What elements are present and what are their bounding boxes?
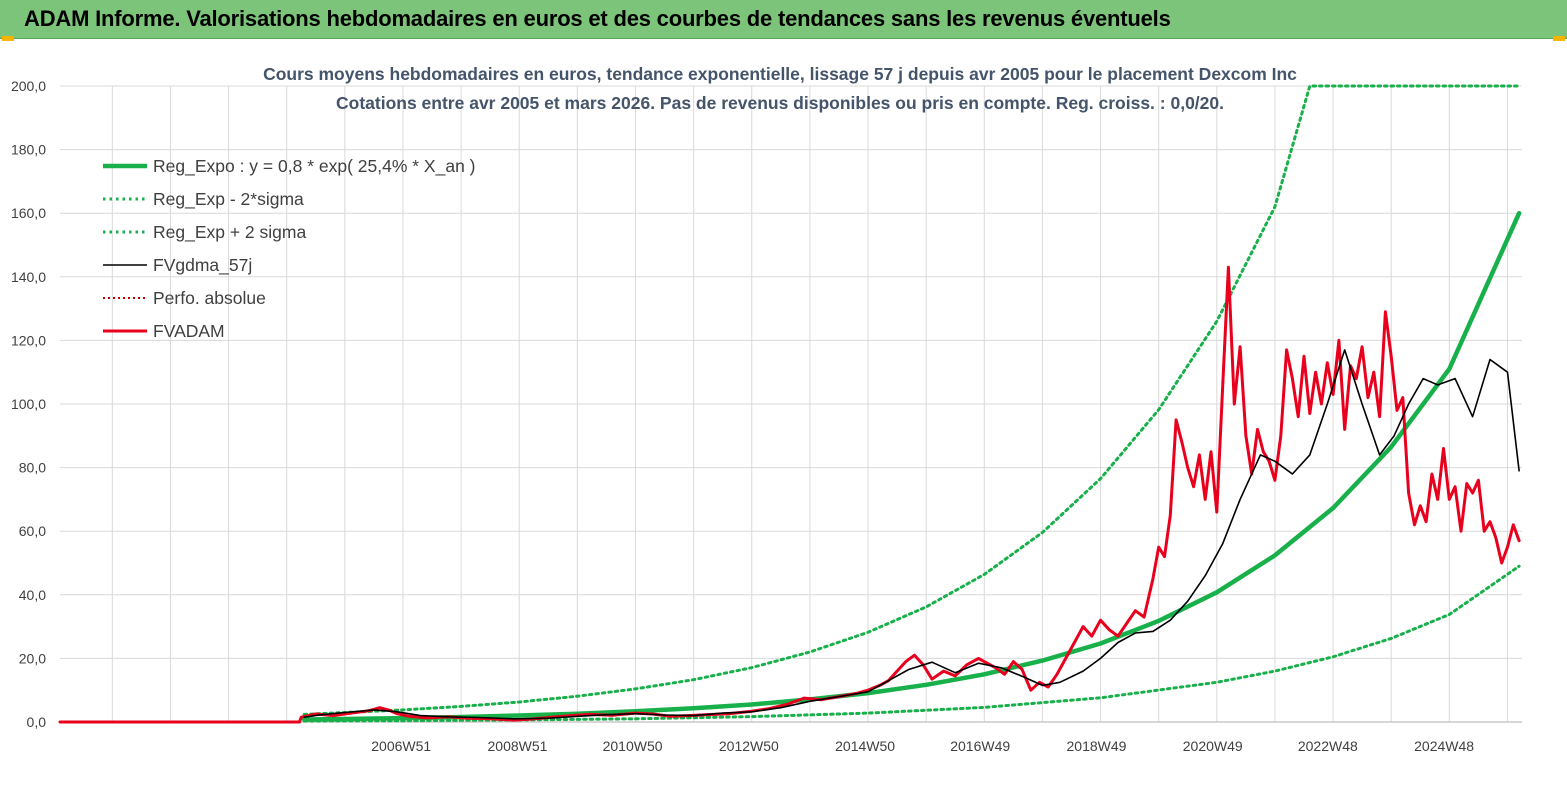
grid-layer <box>60 85 1522 722</box>
series-line-2 <box>302 84 1521 716</box>
x-tick-label: 2024W48 <box>1414 738 1474 754</box>
y-tick-label: 0,0 <box>27 714 47 730</box>
chart-frame: 0,0 20,0 40,0 60,0 80,0 100,0 120,0 140,0 160,0 1… <box>0 38 1567 783</box>
y-tick-label: 20,0 <box>19 650 46 666</box>
y-tick-label: 160,0 <box>11 205 46 221</box>
corner-mark-right <box>1553 36 1565 41</box>
y-tick-label: 60,0 <box>19 523 46 539</box>
x-tick-label: 2012W50 <box>719 738 779 754</box>
chart-title: Cours moyens hebdomadaires en euros, ten… <box>263 64 1297 84</box>
header-bar: ADAM Informe. Valorisations hebdomadaire… <box>0 0 1567 39</box>
legend-label: FVADAM <box>153 321 225 341</box>
x-tick-label: 2018W49 <box>1067 738 1127 754</box>
x-tick-label: 2022W48 <box>1298 738 1358 754</box>
legend-label: Reg_Exp + 2 sigma <box>153 222 306 243</box>
series-line-1 <box>302 564 1521 723</box>
x-tick-label: 2006W51 <box>371 738 431 754</box>
header-title: ADAM Informe. Valorisations hebdomadaire… <box>24 6 1171 31</box>
x-tick-label: 2010W50 <box>603 738 663 754</box>
y-tick-label: 200,0 <box>11 78 46 94</box>
series-line-3 <box>303 349 1520 720</box>
series-line-0 <box>301 210 1522 722</box>
corner-mark-left <box>2 36 14 41</box>
axis-layer: 0,0 20,0 40,0 60,0 80,0 100,0 120,0 140,0 160,0 1… <box>11 78 1522 754</box>
y-tick-label: 40,0 <box>19 587 46 603</box>
y-tick-label: 140,0 <box>11 269 46 285</box>
legend-label: Reg_Exp - 2*sigma <box>153 189 304 210</box>
x-tick-label: 2020W49 <box>1183 738 1243 754</box>
legend-label: Perfo. absolue <box>153 288 266 308</box>
chart-subtitle: Cotations entre avr 2005 et mars 2026. P… <box>336 93 1224 113</box>
x-tick-label: 2014W50 <box>835 738 895 754</box>
legend-label: FVgdma_57j <box>153 255 252 276</box>
chart-svg: 0,0 20,0 40,0 60,0 80,0 100,0 120,0 140,0 160,0 1… <box>11 64 1522 754</box>
x-tick-label: 2016W49 <box>950 738 1010 754</box>
y-tick-label: 100,0 <box>11 396 46 412</box>
x-tick-label: 2008W51 <box>488 738 548 754</box>
y-tick-label: 120,0 <box>11 332 46 348</box>
legend: Reg_Expo : y = 0,8 * exp( 25,4% * X_an )… <box>103 156 476 341</box>
y-tick-label: 180,0 <box>11 142 46 158</box>
y-tick-label: 80,0 <box>19 460 46 476</box>
series-layer <box>58 84 1522 724</box>
legend-label: Reg_Expo : y = 0,8 * exp( 25,4% * X_an ) <box>153 156 476 177</box>
series-line-5 <box>58 265 1521 724</box>
